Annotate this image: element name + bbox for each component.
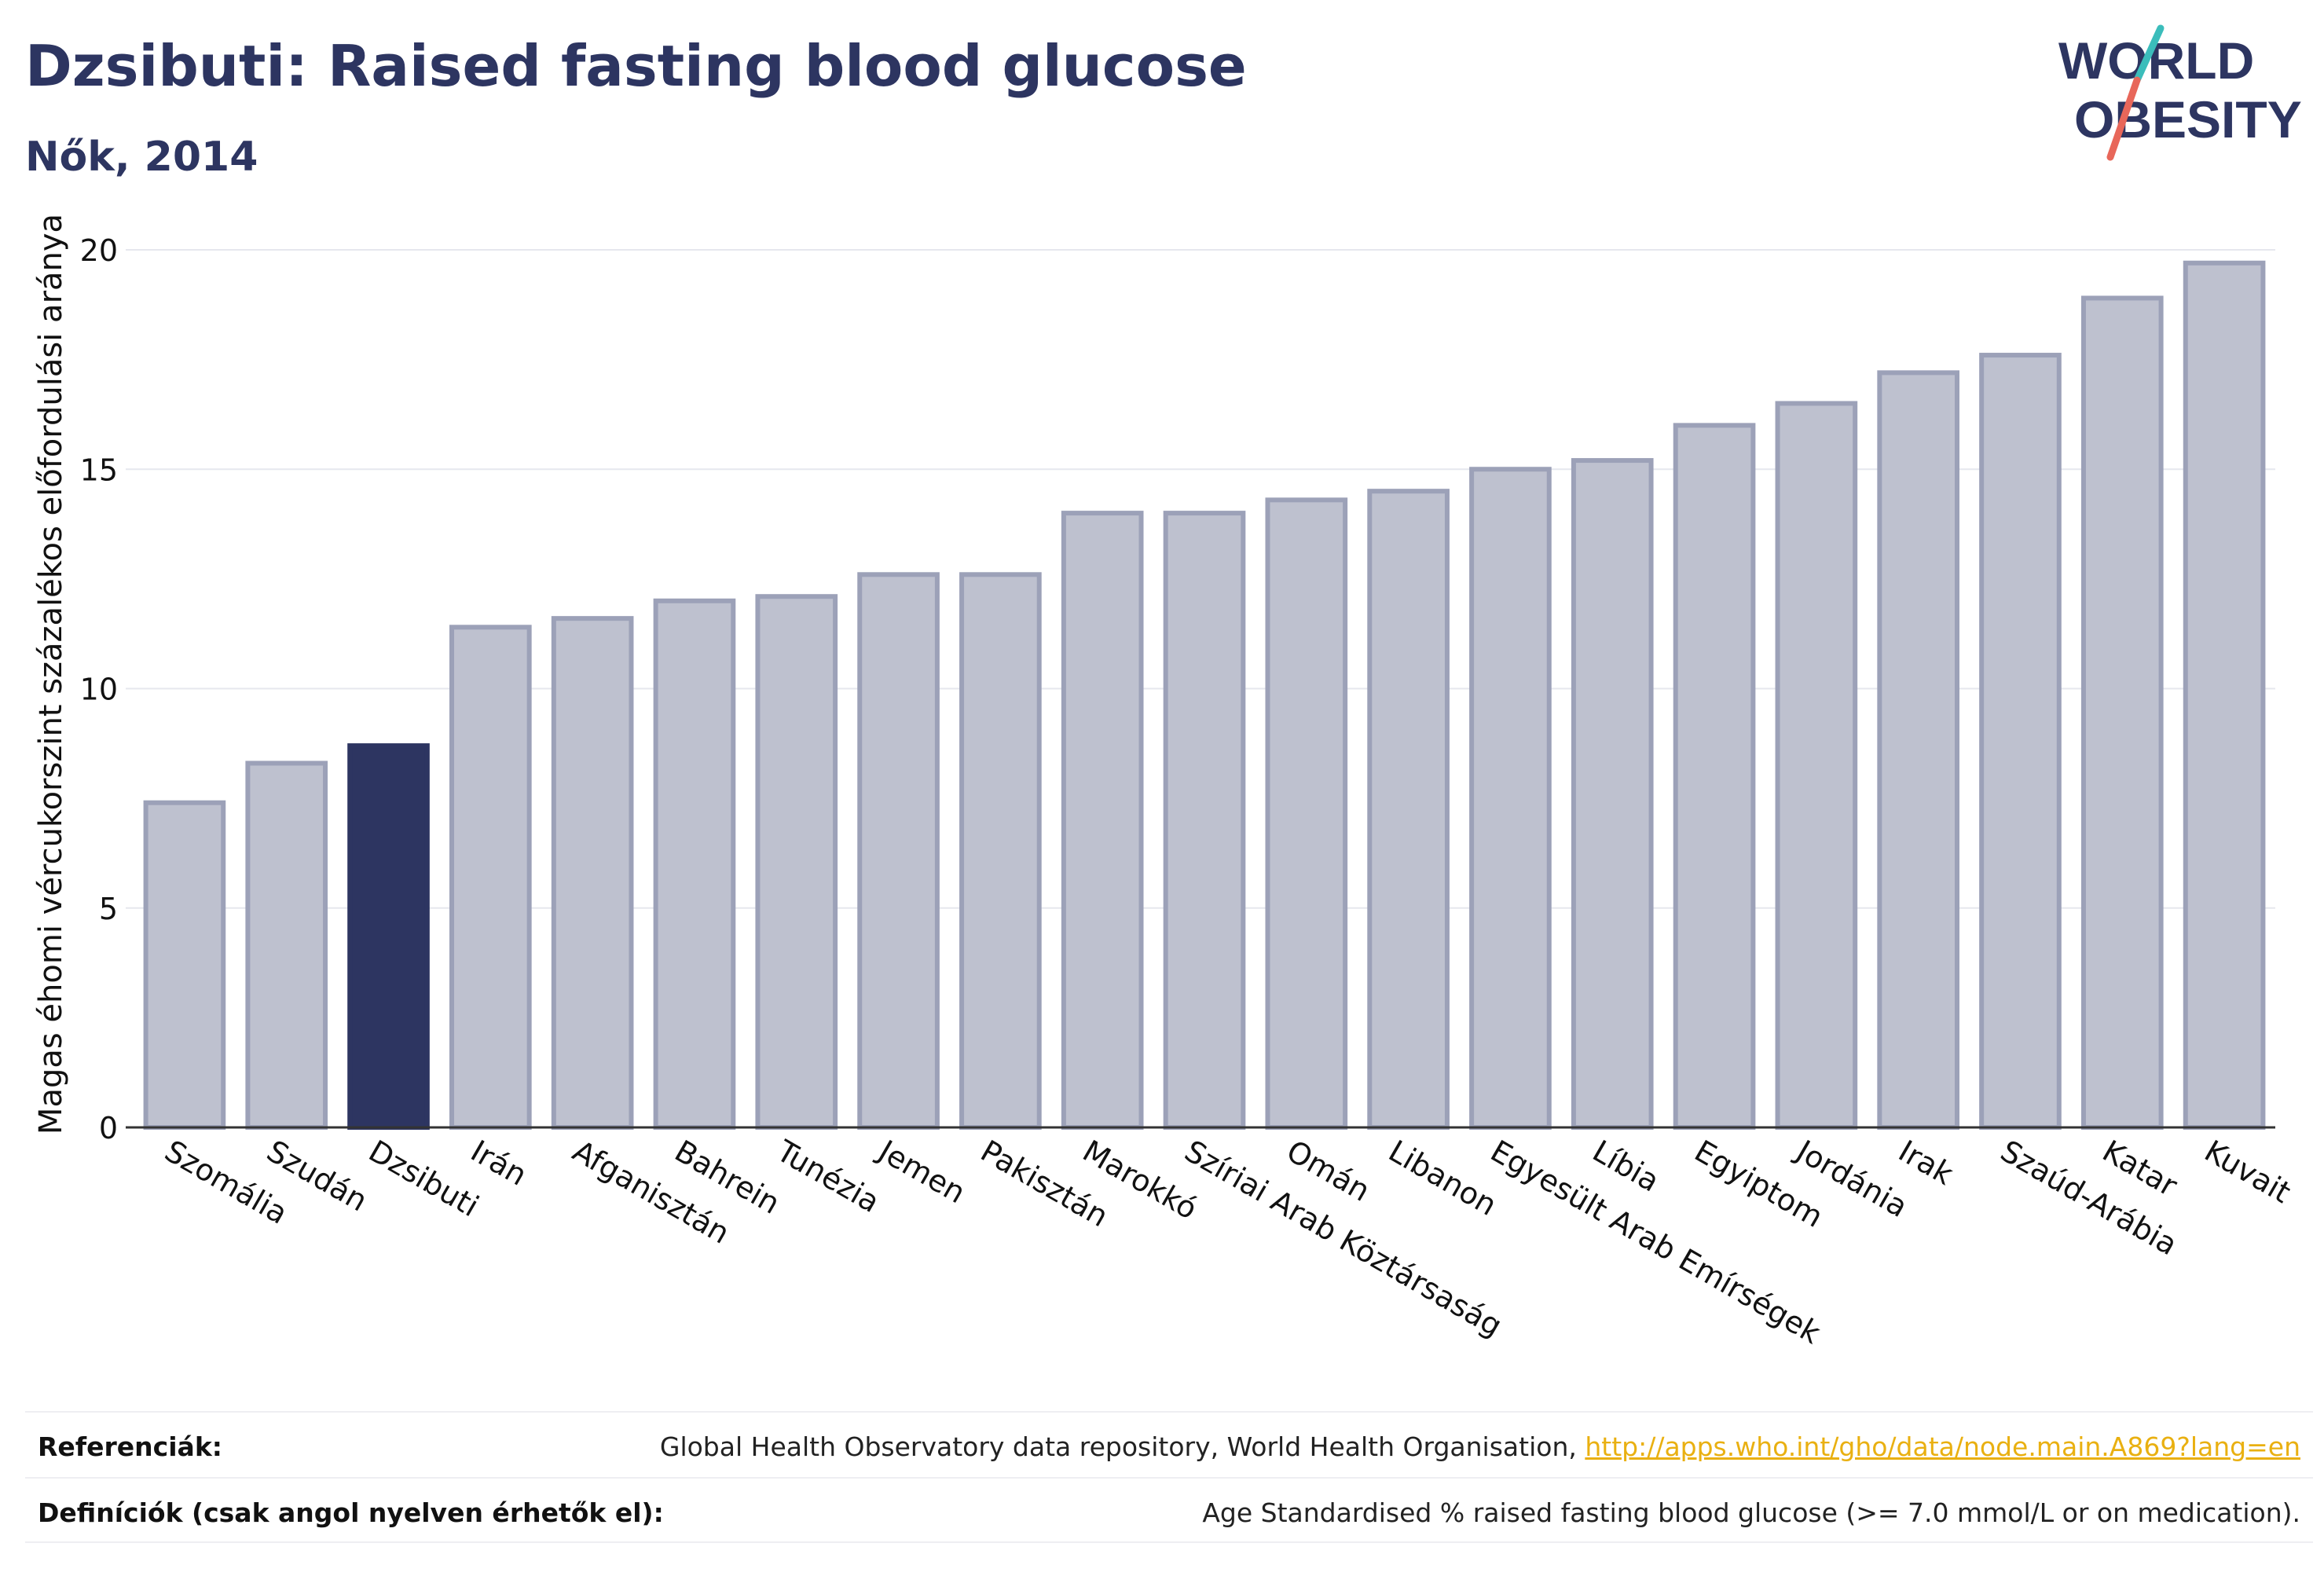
references-source: Global Health Observatory data repositor… — [659, 1431, 1585, 1462]
bar-sz-riai-arab-k-zt-rsas-g[interactable] — [1163, 511, 1246, 1130]
chart-subtitle: Nők, 2014 — [25, 134, 258, 181]
logo-slash-teal — [2133, 24, 2165, 84]
bar-kuvait[interactable] — [2183, 260, 2266, 1130]
x-tick-label: Kuvait — [2199, 1134, 2297, 1210]
bar-egyes-lt-arab-em-rs-gek[interactable] — [1469, 467, 1552, 1130]
bar-pakiszt-n[interactable] — [959, 572, 1042, 1130]
x-tick-label: Libanon — [1383, 1134, 1502, 1222]
y-tick-label: 0 — [99, 1111, 118, 1145]
x-tick-label: Tunézia — [770, 1133, 885, 1219]
footer-divider-bottom — [25, 1541, 2313, 1543]
bar-l-bia[interactable] — [1571, 458, 1654, 1130]
bar-bahrein[interactable] — [653, 598, 736, 1130]
definitions-text: Age Standardised % raised fasting blood … — [1202, 1497, 2300, 1528]
bar-libanon[interactable] — [1367, 489, 1450, 1130]
x-tick-label: Jemen — [871, 1133, 971, 1211]
chart-title: Dzsibuti: Raised fasting blood glucose — [25, 33, 1247, 99]
x-tick-label: Irán — [465, 1134, 533, 1193]
bar-ir-n[interactable] — [449, 625, 532, 1130]
y-tick-label: 20 — [80, 233, 118, 268]
x-tick-label: Szaúd-Arábia — [1995, 1134, 2183, 1263]
bar-sza-d-ar-bia[interactable] — [1979, 353, 2062, 1131]
y-tick-label: 10 — [80, 673, 118, 707]
footer-divider-middle — [25, 1477, 2313, 1479]
references-text: Global Health Observatory data repositor… — [660, 1431, 2300, 1462]
bar-jord-nia[interactable] — [1775, 401, 1858, 1130]
bar-afganiszt-n[interactable] — [551, 616, 634, 1130]
bar-om-n[interactable] — [1265, 497, 1348, 1130]
y-tick-label: 15 — [80, 453, 118, 487]
logo-line2: OBESITY — [2074, 90, 2302, 148]
bar-tun-zia[interactable] — [755, 594, 838, 1130]
bar-marokk-[interactable] — [1061, 511, 1144, 1130]
bar-dzsibuti[interactable] — [347, 743, 430, 1130]
bar-katar[interactable] — [2080, 295, 2164, 1130]
footer-divider-top — [25, 1411, 2313, 1413]
bar-szom-lia[interactable] — [143, 800, 226, 1131]
y-axis-label: Magas éhomi vércukorszint százalékos elő… — [33, 214, 69, 1134]
definitions-label: Definíciók (csak angol nyelven érhetők e… — [38, 1497, 664, 1528]
references-label: Referenciák: — [38, 1431, 222, 1462]
references-link[interactable]: http://apps.who.int/gho/data/node.main.A… — [1585, 1431, 2300, 1462]
bars — [143, 260, 2266, 1131]
x-tick-label: Dzsibuti — [363, 1134, 485, 1224]
bar-egyiptom[interactable] — [1673, 423, 1756, 1130]
bar-szud-n[interactable] — [245, 761, 328, 1130]
world-obesity-logo: WORLD OBESITY — [2058, 24, 2302, 161]
bar-irak[interactable] — [1877, 370, 1959, 1130]
y-tick-label: 5 — [99, 892, 118, 926]
bar-jemen[interactable] — [857, 572, 940, 1130]
x-tick-label: Irak — [1893, 1134, 1959, 1192]
logo-slash-coral — [2106, 76, 2141, 161]
